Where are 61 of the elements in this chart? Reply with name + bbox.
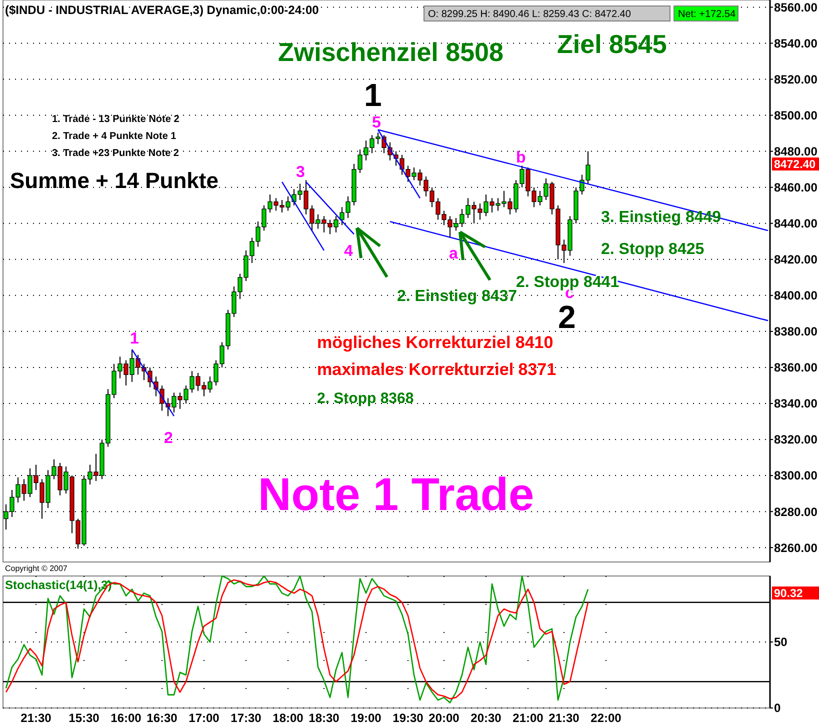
x-tick-label: 20:30	[470, 711, 502, 725]
y-tick-label: 8540.00	[774, 36, 818, 50]
x-tick-label: 20:00	[428, 711, 460, 725]
x-tick-label: 18:30	[308, 711, 340, 725]
annotation: maximales Korrekturziel 8371	[317, 360, 556, 379]
annotation: 5	[372, 114, 381, 132]
x-tick-label: 21:30	[20, 711, 52, 725]
annotation: 1. Trade - 13 Punkte Note 2	[52, 114, 180, 125]
x-tick-label: 16:00	[110, 711, 142, 725]
annotation: 2. Stopp 8368	[317, 390, 414, 407]
y-tick-label: 8380.00	[774, 324, 818, 339]
y-tick-label: 8560.00	[774, 0, 818, 14]
text: 90.32	[774, 588, 803, 600]
y-tick-label: 8400.00	[774, 288, 818, 303]
annotation: Note 1 Trade	[258, 468, 534, 520]
x-tick-label: 21:30	[548, 711, 580, 725]
y-tick-label: 8260.00	[774, 540, 818, 555]
x-tick-label: 19:00	[350, 711, 382, 725]
y-tick-label: 8440.00	[774, 216, 818, 231]
y-tick-label: 50	[774, 635, 788, 650]
x-tick-label: 17:00	[188, 711, 220, 725]
annotation: 2. Trade + 4 Punkte Note 1	[52, 131, 177, 142]
x-tick-label: 15:30	[68, 711, 100, 725]
annotation: Ziel 8545	[557, 29, 667, 59]
x-tick-label: 19:30	[392, 711, 424, 725]
annotation: 3. Einstieg 8449	[601, 209, 722, 226]
chart-title: ($INDU - INDUSTRIAL AVERAGE,3) Dynamic,0:00-24:00	[5, 3, 320, 17]
annotation: 3	[296, 164, 305, 181]
y-tick-label: 8420.00	[774, 252, 818, 267]
x-tick-label: 16:30	[146, 711, 178, 725]
annotation: 2. Einstieg 8437	[397, 288, 518, 305]
y-tick-label: 8480.00	[774, 144, 818, 159]
text: Copyright © 2007	[5, 564, 68, 573]
y-tick-label: 8280.00	[774, 504, 818, 519]
y-tick-label: 8520.00	[774, 72, 818, 86]
text: 8472.40	[774, 159, 816, 172]
annotation: Net: +172.54	[678, 9, 736, 20]
y-tick-label: 8500.00	[774, 108, 818, 122]
annotation: mögliches Korrekturziel 8410	[317, 333, 554, 352]
x-tick-label: 21:00	[512, 711, 544, 725]
y-tick-label: 8300.00	[774, 468, 818, 483]
annotation: 1	[130, 330, 139, 348]
annotation: 1	[364, 77, 382, 113]
annotation: Zwischenziel 8508	[278, 37, 504, 67]
y-tick-label: 8320.00	[774, 432, 818, 447]
annotation: 2. Stopp 8425	[601, 241, 704, 258]
annotation: 4	[344, 243, 353, 260]
annotation: 2	[164, 430, 173, 448]
annotation: Summe + 14 Punkte	[10, 168, 218, 193]
x-tick-label: 22:00	[590, 711, 622, 725]
y-tick-label: 8360.00	[774, 360, 818, 375]
annotation: a	[449, 245, 458, 262]
x-tick-label: 17:30	[230, 711, 262, 725]
annotation: O: 8299.25 H: 8490.46 L: 8259.43 C: 8472.40	[428, 9, 632, 20]
annotation: b	[516, 149, 526, 166]
x-tick-label: 18:00	[272, 711, 304, 725]
y-tick-label: 8460.00	[774, 180, 818, 195]
y-tick-label: 0	[774, 701, 781, 716]
y-tick-label: 8340.00	[774, 396, 818, 411]
annotation: 2	[558, 299, 576, 335]
annotation: 3. Trade +23 Punkte Note 2	[52, 148, 180, 159]
